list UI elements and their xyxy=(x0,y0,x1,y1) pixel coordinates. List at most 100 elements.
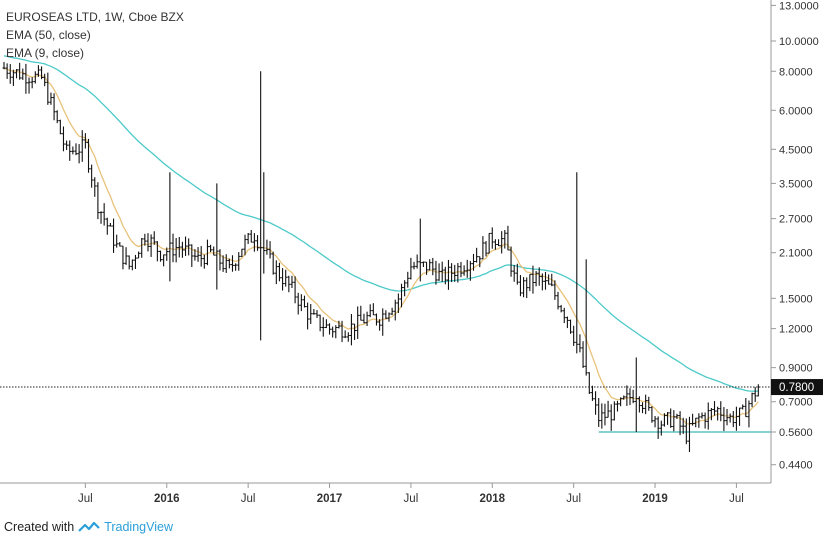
ohlc-bar xyxy=(654,416,657,427)
ohlc-bar xyxy=(600,403,603,428)
ohlc-bar xyxy=(28,77,31,93)
ohlc-bar xyxy=(115,235,118,248)
ohlc-bar xyxy=(610,404,613,431)
y-tick-label: 6.0000 xyxy=(779,105,813,117)
ohlc-bar xyxy=(428,259,431,270)
ohlc-bar xyxy=(416,254,419,268)
ohlc-bar xyxy=(613,401,616,420)
ohlc-bar xyxy=(362,314,365,324)
ohlc-bar xyxy=(316,310,319,318)
ohlc-bar xyxy=(103,203,106,225)
ohlc-bar xyxy=(638,396,641,412)
ohlc-bar xyxy=(78,144,81,163)
ohlc-bar xyxy=(24,64,27,94)
ohlc-bar xyxy=(691,414,694,426)
ohlc-bar xyxy=(419,219,422,282)
y-tick-label: 3.5000 xyxy=(779,178,813,190)
ohlc-bar xyxy=(641,402,644,413)
ohlc-bar xyxy=(575,172,578,353)
x-tick-label: Jul xyxy=(404,493,419,505)
ohlc-bar xyxy=(184,237,187,256)
ohlc-bar xyxy=(466,260,469,278)
ohlc-bar xyxy=(372,303,375,315)
y-tick-label: 2.7000 xyxy=(779,214,813,226)
legend-ema9[interactable]: EMA (9, close) xyxy=(6,44,184,62)
ohlc-bar xyxy=(531,266,534,294)
ohlc-bar xyxy=(650,406,653,422)
ohlc-bar xyxy=(391,308,394,315)
ohlc-bar xyxy=(566,317,569,329)
ohlc-bar xyxy=(259,71,262,340)
ohlc-bar xyxy=(688,417,691,452)
x-tick-label: Jul xyxy=(729,493,744,505)
ohlc-bar xyxy=(225,254,228,273)
y-tick-label: 8.0000 xyxy=(779,66,813,78)
ohlc-bar xyxy=(334,325,337,338)
last-price-label-text: 0.7800 xyxy=(779,382,814,394)
ohlc-bar xyxy=(106,218,109,235)
x-tick-label: Jul xyxy=(241,493,256,505)
ohlc-bar xyxy=(522,277,525,297)
ohlc-bar xyxy=(3,62,6,69)
ohlc-bar xyxy=(87,139,90,173)
ohlc-bar xyxy=(632,390,635,403)
ohlc-bar xyxy=(422,261,425,267)
ohlc-bar xyxy=(644,395,647,414)
ohlc-bar xyxy=(459,262,462,277)
ohlc-bar xyxy=(181,242,184,258)
ohlc-bar xyxy=(134,255,137,269)
ohlc-bar xyxy=(90,165,93,188)
ohlc-bar xyxy=(747,401,750,428)
ohlc-bar xyxy=(481,236,484,259)
ohlc-bar xyxy=(738,408,741,426)
legend-ema50[interactable]: EMA (50, close) xyxy=(6,26,184,44)
ohlc-bar xyxy=(500,231,503,253)
ohlc-bar xyxy=(65,141,68,150)
ohlc-bar xyxy=(319,315,322,332)
ohlc-bar xyxy=(46,73,49,105)
ohlc-bar xyxy=(303,296,306,308)
attribution-footer[interactable]: Created with TradingView xyxy=(4,520,173,534)
ohlc-bar xyxy=(275,260,278,284)
ohlc-bar xyxy=(594,391,597,415)
ohlc-bar xyxy=(59,120,62,135)
y-tick-label: 4.5000 xyxy=(779,144,813,156)
ohlc-bar xyxy=(754,387,757,402)
x-tick-label: Jul xyxy=(566,493,581,505)
ohlc-bar xyxy=(729,413,732,422)
ohlc-bar xyxy=(447,260,450,290)
ohlc-bar xyxy=(175,238,178,262)
ohlc-bar xyxy=(757,384,760,396)
ohlc-bar xyxy=(297,293,300,315)
ohlc-bar xyxy=(607,401,610,418)
ohlc-bar xyxy=(231,255,234,271)
ohlc-bar xyxy=(572,326,575,346)
ohlc-bar xyxy=(735,407,738,431)
ohlc-bar xyxy=(497,239,500,246)
ohlc-bar xyxy=(137,252,140,259)
ohlc-bar xyxy=(406,272,409,288)
ohlc-bar xyxy=(616,401,619,412)
ohlc-bar xyxy=(503,230,506,249)
ohlc-bar xyxy=(619,397,622,406)
ohlc-bar xyxy=(172,234,175,263)
ohlc-bar xyxy=(384,310,387,319)
ohlc-bar xyxy=(578,334,581,352)
ohlc-bar xyxy=(146,233,149,251)
ohlc-bar xyxy=(513,265,516,282)
ohlc-bar xyxy=(159,251,162,262)
ohlc-bar xyxy=(218,249,221,270)
tradingview-logo-icon xyxy=(78,521,100,533)
ohlc-bar xyxy=(488,233,491,253)
y-tick-label: 0.7000 xyxy=(779,397,813,409)
ohlc-bar xyxy=(557,292,560,310)
ohlc-bar xyxy=(528,274,531,291)
ohlc-bar xyxy=(660,421,663,436)
x-tick-label: 2019 xyxy=(642,493,668,505)
legend-title[interactable]: EUROSEAS LTD, 1W, Cboe BZX xyxy=(6,8,184,26)
ohlc-bar xyxy=(381,308,384,335)
ohlc-bar xyxy=(197,247,200,262)
ohlc-bar xyxy=(131,259,134,270)
ohlc-bar xyxy=(732,411,735,427)
